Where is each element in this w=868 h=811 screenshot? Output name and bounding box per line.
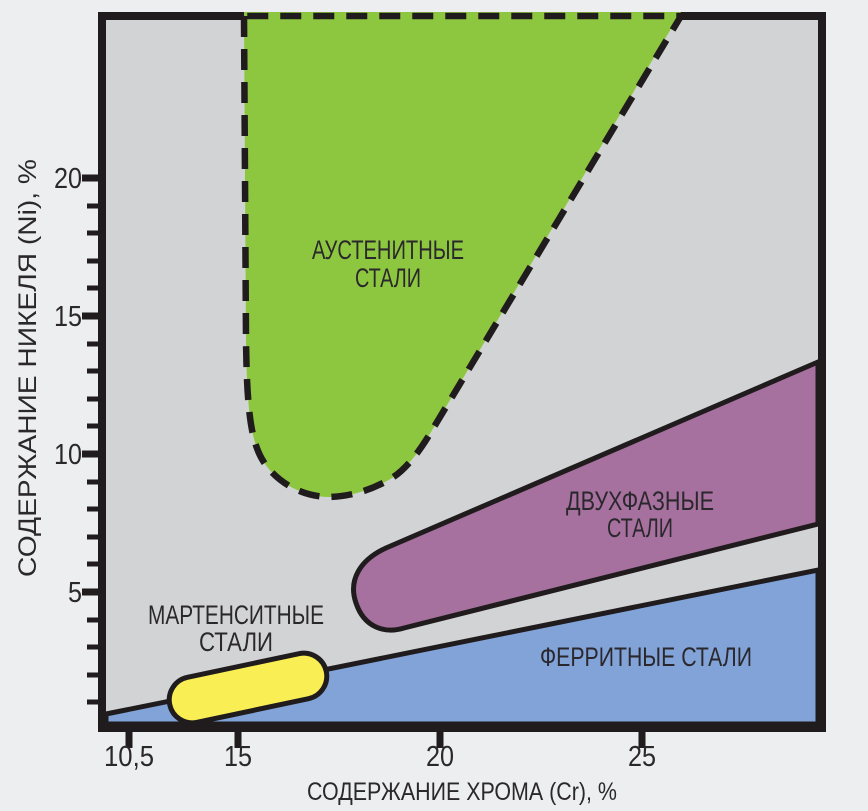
x-axis-title: СОДЕРЖАНИЕ ХРОМА (Cr), % bbox=[307, 778, 617, 806]
region-label-austenitic-line-2: СТАЛИ bbox=[355, 263, 421, 293]
y-tick-label-5: 5 bbox=[68, 577, 82, 609]
region-label-duplex-line-1: ДВУХФАЗНЫЕ bbox=[566, 486, 714, 516]
y-axis-title: СОДЕРЖАНИЕ НИКЕЛЯ (Ni), % bbox=[14, 159, 42, 577]
region-label-ferritic-line-1: ФЕРРИТНЫЕ СТАЛИ bbox=[540, 642, 752, 672]
x-tick-label-25: 25 bbox=[628, 741, 656, 773]
y-tick-label-15: 15 bbox=[54, 301, 82, 333]
x-tick-label-20: 20 bbox=[426, 741, 454, 773]
x-tick-label-15: 15 bbox=[224, 741, 252, 773]
region-austenitic-fill bbox=[244, 12, 681, 497]
region-label-duplex-line-2: СТАЛИ bbox=[607, 513, 673, 543]
region-label-martensitic-line-2: СТАЛИ bbox=[199, 627, 273, 657]
region-label-martensitic-line-1: МАРТЕНСИТНЫЕ bbox=[148, 600, 324, 630]
x-tick-label-10,5: 10,5 bbox=[104, 741, 154, 773]
y-tick-label-10: 10 bbox=[54, 439, 82, 471]
y-tick-label-20: 20 bbox=[54, 163, 82, 195]
region-austenitic-dashed-border bbox=[240, 12, 687, 501]
region-label-austenitic-line-1: АУСТЕНИТНЫЕ bbox=[312, 235, 464, 265]
region-duplex bbox=[351, 358, 821, 633]
region-martensitic bbox=[166, 650, 330, 726]
